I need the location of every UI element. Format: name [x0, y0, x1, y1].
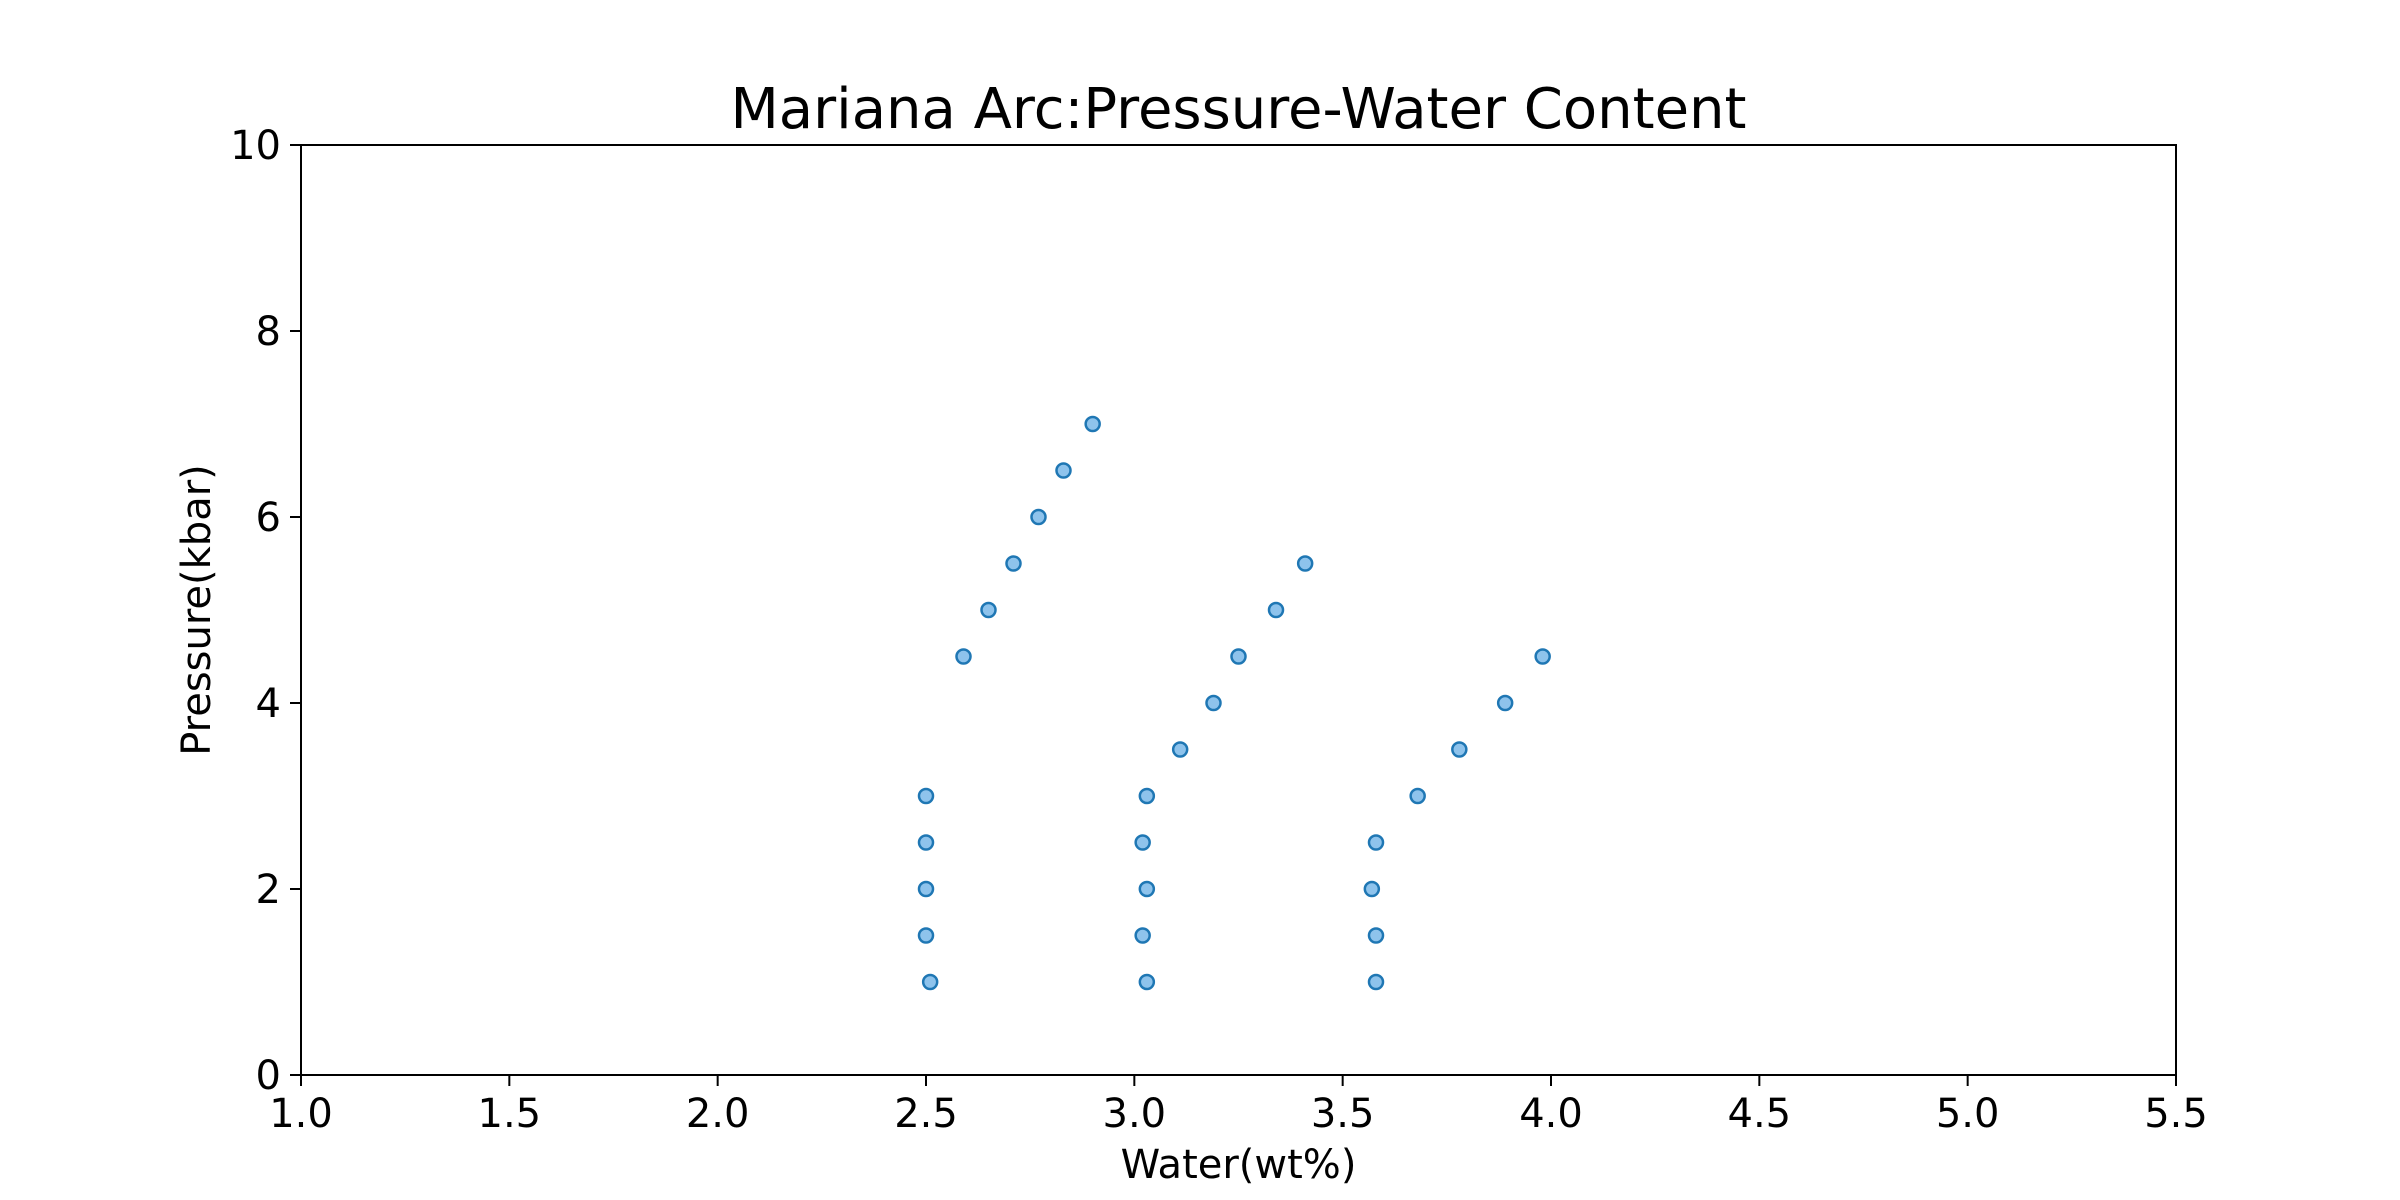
data-point	[1134, 927, 1151, 944]
x-tick-label: 1.0	[269, 1091, 333, 1137]
data-point	[1005, 555, 1022, 572]
data-point	[1030, 508, 1047, 526]
chart-title: Mariana Arc:Pressure-Water Content	[730, 77, 1746, 142]
data-point	[980, 601, 997, 619]
data-point	[917, 834, 935, 851]
y-tick-label: 10	[230, 123, 281, 169]
data-point	[955, 648, 972, 665]
y-tick-label: 6	[256, 495, 281, 541]
y-tick-label: 2	[256, 867, 281, 913]
data-point	[917, 927, 935, 944]
x-tick-label: 2.5	[894, 1091, 958, 1137]
x-tick-label: 4.5	[1728, 1091, 1792, 1137]
x-tick-label: 3.0	[1103, 1091, 1167, 1137]
x-tick-label: 1.5	[478, 1091, 542, 1137]
data-point	[1205, 694, 1222, 712]
data-point	[1451, 741, 1468, 758]
data-point	[1055, 462, 1072, 479]
y-axis-ticks: 0 2 4 6 8 10	[230, 123, 301, 1099]
x-axis-label: Water(wt%)	[1121, 1142, 1357, 1188]
x-tick-label: 5.5	[2144, 1091, 2208, 1137]
x-tick-label: 4.0	[1519, 1091, 1583, 1137]
data-point	[1267, 601, 1285, 619]
y-axis-label: Pressure(kbar)	[174, 464, 220, 756]
data-point	[921, 973, 939, 991]
data-point	[1084, 415, 1101, 433]
data-point	[1363, 880, 1381, 898]
data-point	[1230, 648, 1247, 665]
data-point	[1134, 834, 1151, 851]
data-point	[917, 880, 935, 898]
data-point	[1138, 787, 1156, 805]
y-tick-label: 0	[256, 1053, 281, 1099]
plot-points	[917, 415, 1551, 991]
y-tick-label: 8	[256, 309, 281, 355]
plot-frame	[300, 144, 2177, 1076]
x-tick-label: 3.5	[1311, 1091, 1375, 1137]
data-point	[1367, 927, 1385, 944]
data-point	[917, 787, 935, 805]
x-axis-ticks: 1.0 1.5 2.0 2.5 3.0 3.5 4.0 4.5 5.0 5.5	[269, 1075, 2208, 1137]
data-point	[1367, 834, 1385, 851]
x-tick-label: 2.0	[686, 1091, 750, 1137]
data-point	[1296, 555, 1314, 572]
data-point	[1138, 880, 1156, 898]
data-point	[1367, 973, 1385, 991]
x-tick-label: 5.0	[1936, 1091, 2000, 1137]
data-point	[1496, 694, 1514, 712]
data-point	[1138, 973, 1156, 991]
data-point	[1409, 787, 1426, 805]
data-point	[1171, 741, 1189, 758]
data-point	[1534, 648, 1551, 665]
y-tick-label: 4	[256, 681, 281, 727]
